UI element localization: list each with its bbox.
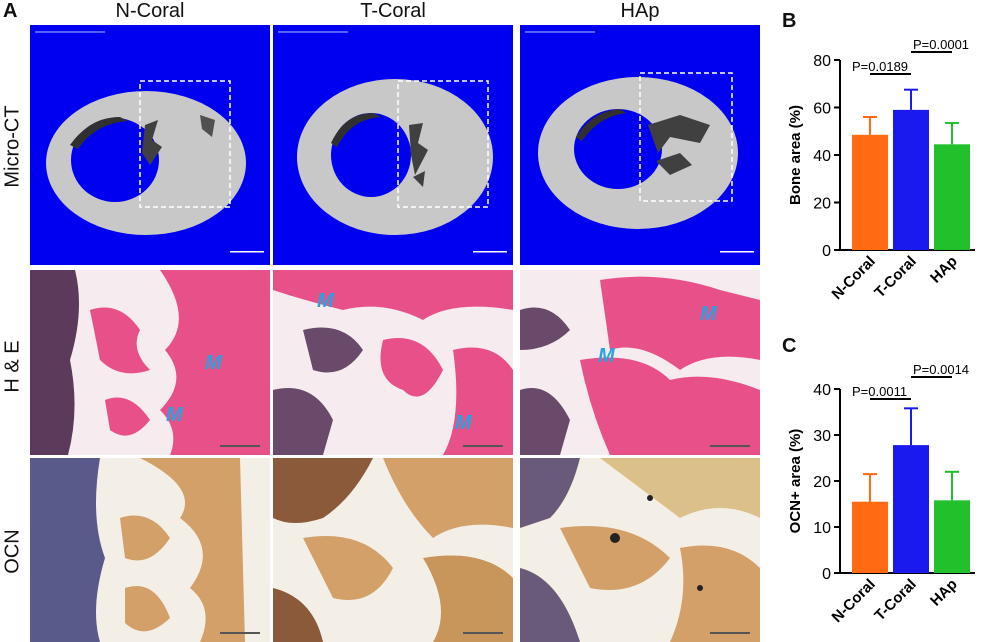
- column-title-hap: HAp: [620, 0, 660, 22]
- x-tick-label: HAp: [927, 253, 961, 287]
- panel-letter-b: B: [782, 10, 797, 32]
- y-tick-label: 0: [822, 566, 831, 583]
- y-tick-label: 40: [813, 148, 831, 165]
- y-tick-label: 80: [813, 53, 831, 70]
- y-tick-label: 30: [813, 428, 831, 445]
- x-tick-label: HAp: [927, 576, 961, 610]
- row-label-he: H & E: [1, 340, 24, 393]
- bar: [893, 109, 929, 250]
- marker-m: M: [317, 290, 334, 312]
- microct-hap-image: [520, 25, 760, 265]
- p-value-label: P=0.0001: [913, 37, 969, 52]
- ocn-hap-image: [520, 458, 760, 642]
- x-tick-label: N-Coral: [829, 576, 879, 626]
- y-axis-label: OCN+ area (%): [787, 429, 804, 534]
- y-tick-label: 20: [813, 474, 831, 491]
- bar: [934, 500, 970, 573]
- marker-m: M: [455, 412, 472, 434]
- y-tick-label: 20: [813, 196, 831, 213]
- he-hap-image: [520, 270, 760, 455]
- y-tick-label: 0: [822, 243, 831, 260]
- he-tcoral-image: [273, 270, 513, 455]
- y-tick-label: 40: [813, 382, 831, 399]
- x-tick-label: N-Coral: [829, 253, 879, 303]
- marker-m: M: [205, 352, 222, 374]
- column-title-tcoral: T-Coral: [360, 0, 426, 22]
- bar: [893, 445, 929, 573]
- microct-ncoral-image: [30, 25, 270, 265]
- bar: [852, 134, 888, 250]
- p-value-label: P=0.0011: [852, 384, 907, 399]
- he-ncoral-image: [30, 270, 270, 455]
- ocn-tcoral-image: [273, 458, 513, 642]
- marker-m: M: [700, 303, 717, 325]
- p-value-label: P=0.0014: [913, 362, 969, 377]
- x-tick-label: T-Coral: [871, 253, 920, 302]
- ocn-ncoral-image: [30, 458, 270, 642]
- marker-m: M: [598, 345, 615, 367]
- y-tick-label: 10: [813, 520, 831, 537]
- marker-m: M: [166, 404, 183, 426]
- row-label-ocn: OCN: [1, 529, 24, 574]
- x-tick-label: T-Coral: [871, 576, 920, 625]
- panel-letter-a: A: [3, 0, 18, 22]
- panel-letter-c: C: [782, 335, 797, 357]
- bar: [852, 501, 888, 573]
- row-label-microct: Micro-CT: [1, 105, 24, 188]
- microct-tcoral-image: [273, 25, 513, 265]
- column-title-ncoral: N-Coral: [115, 0, 185, 22]
- y-tick-label: 60: [813, 101, 831, 118]
- y-axis-label: Bone area (%): [787, 105, 804, 205]
- bar: [934, 144, 970, 250]
- p-value-label: P=0.0189: [852, 59, 908, 74]
